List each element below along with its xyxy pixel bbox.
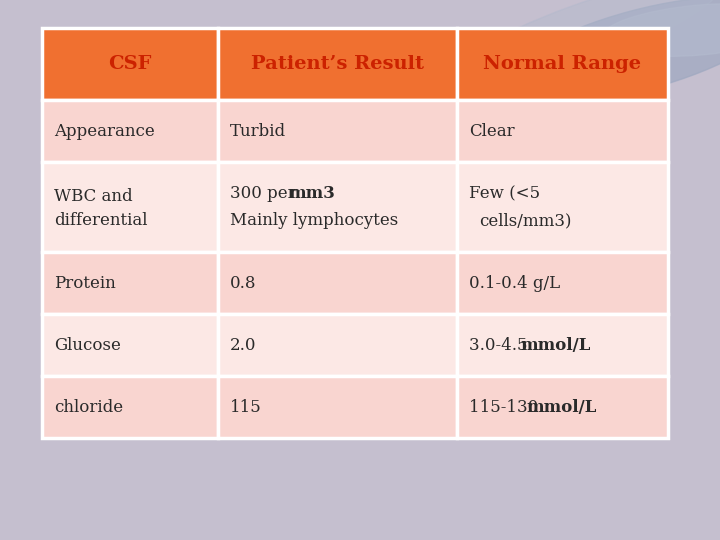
Bar [456, 252, 668, 314]
Bar [456, 28, 668, 100]
Text: Mainly lymphocytes: Mainly lymphocytes [230, 212, 398, 229]
Text: Glucose: Glucose [54, 336, 121, 354]
Bar [42, 28, 218, 100]
Bar [456, 100, 668, 162]
Text: Appearance: Appearance [54, 123, 155, 139]
Text: CSF: CSF [109, 55, 152, 73]
Bar [42, 376, 218, 438]
Text: Protein: Protein [54, 274, 116, 292]
Bar [218, 376, 456, 438]
Text: differential: differential [54, 212, 148, 229]
Bar [456, 162, 668, 252]
Text: 300 per: 300 per [230, 185, 301, 202]
Bar [42, 100, 218, 162]
Text: Patient’s Result: Patient’s Result [251, 55, 424, 73]
Bar [218, 162, 456, 252]
Bar [456, 376, 668, 438]
Text: Few (<5: Few (<5 [469, 185, 540, 202]
Bar [218, 100, 456, 162]
Bar [218, 314, 456, 376]
Text: 0.1-0.4 g/L: 0.1-0.4 g/L [469, 274, 560, 292]
Ellipse shape [438, 0, 720, 93]
Text: mmol/L: mmol/L [521, 336, 591, 354]
Text: 0.8: 0.8 [230, 274, 257, 292]
Text: 115-130: 115-130 [469, 399, 543, 415]
Bar [218, 28, 456, 100]
Text: Normal Range: Normal Range [483, 55, 642, 73]
Bar [42, 252, 218, 314]
Text: 115: 115 [230, 399, 262, 415]
Text: chloride: chloride [54, 399, 123, 415]
Text: mm3: mm3 [288, 185, 335, 202]
Bar [42, 314, 218, 376]
Text: mmol/L: mmol/L [527, 399, 597, 415]
Text: 3.0-4.5: 3.0-4.5 [469, 336, 533, 354]
Text: cells/mm3): cells/mm3) [479, 212, 571, 229]
Bar [456, 314, 668, 376]
Bar [218, 252, 456, 314]
Text: Clear: Clear [469, 123, 514, 139]
Ellipse shape [600, 4, 720, 56]
Ellipse shape [505, 0, 720, 103]
Text: Turbid: Turbid [230, 123, 287, 139]
Text: WBC and: WBC and [54, 188, 132, 205]
Text: 2.0: 2.0 [230, 336, 257, 354]
Bar [42, 162, 218, 252]
